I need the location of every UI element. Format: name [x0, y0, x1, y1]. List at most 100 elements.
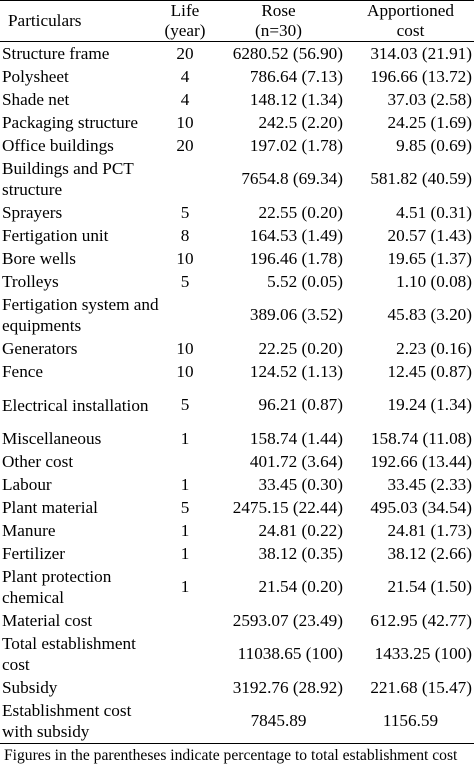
- cell-apportioned: 314.03 (21.91): [370, 43, 472, 63]
- cell-rose: 158.74 (1.44): [249, 428, 343, 448]
- table-row: Buildings and PCT structure 7654.8 (69.34…: [0, 157, 474, 201]
- cell-apportioned: 33.45 (2.33): [387, 474, 473, 494]
- cell-particulars: Fertigation system and equipments: [2, 295, 159, 335]
- cell-particulars: Manure: [2, 521, 56, 540]
- cell-particulars: Total establishment cost: [2, 634, 136, 674]
- table-row: Subsidy 3192.76 (28.92) 221.68 (15.47): [0, 676, 474, 699]
- cell-rose: 7845.89: [250, 711, 307, 730]
- cell-rose: 22.55 (0.20): [258, 202, 344, 222]
- cell-life: 10: [176, 248, 194, 268]
- cell-life: [160, 676, 210, 699]
- cell-life: [160, 157, 210, 201]
- cell-rose: 11038.65 (100): [237, 644, 343, 663]
- cell-particulars: Structure frame: [2, 44, 110, 63]
- cell-apportioned: 1433.25 (100): [374, 644, 472, 663]
- table-row: Fertigation system and equipments 389.06 …: [0, 293, 474, 337]
- cell-apportioned: 38.12 (2.66): [387, 543, 473, 563]
- table-row: Miscellaneous 1 158.74 (1.44) 158.74 (11.08…: [0, 427, 474, 450]
- cell-apportioned: 1156.59: [382, 711, 439, 730]
- cell-apportioned: 4.51 (0.31): [396, 202, 472, 222]
- cell-rose: 197.02 (1.78): [249, 135, 343, 155]
- cell-life: 10: [176, 338, 194, 358]
- cell-life: 10: [176, 361, 194, 381]
- cell-particulars: Buildings and PCT structure: [2, 159, 134, 199]
- cell-particulars: Plant material: [2, 498, 98, 517]
- footnote: Figures in the parentheses indicate perc…: [4, 747, 458, 764]
- table-row: Plant protection chemical 1 21.54 (0.20) 21…: [0, 565, 474, 609]
- cell-life: 4: [180, 66, 190, 86]
- cell-particulars: Material cost: [2, 611, 93, 630]
- cell-rose: 38.12 (0.35): [258, 543, 344, 563]
- table-row: Structure frame 20 6280.52 (56.90) 314.03 (…: [0, 42, 474, 66]
- cell-particulars: Sprayers: [2, 203, 63, 222]
- cell-particulars: Establishment cost with subsidy: [2, 701, 132, 741]
- cell-life: [160, 450, 210, 473]
- cell-rose: 124.52 (1.13): [249, 361, 343, 381]
- header-apportioned-line2: cost: [396, 21, 425, 40]
- cell-rose: 401.72 (3.64): [249, 451, 343, 471]
- table-body: Structure frame 20 6280.52 (56.90) 314.03 (…: [0, 42, 474, 744]
- cell-particulars: Fertilizer: [2, 544, 65, 563]
- cell-particulars: Miscellaneous: [2, 429, 102, 448]
- cell-life: 1: [180, 577, 190, 596]
- cell-particulars: Fertigation unit: [2, 226, 109, 245]
- cell-life: 4: [180, 89, 190, 109]
- cell-life: 20: [176, 135, 194, 155]
- cell-particulars: Fence: [2, 362, 44, 381]
- table-row: Office buildings 20 197.02 (1.78) 9.85 (0.6…: [0, 134, 474, 157]
- table-row: Labour 1 33.45 (0.30) 33.45 (2.33): [0, 473, 474, 496]
- table-row: Trolleys 5 5.52 (0.05) 1.10 (0.08): [0, 270, 474, 293]
- header-life-line2: (year): [164, 21, 206, 40]
- cell-rose: 148.12 (1.34): [249, 89, 343, 109]
- table-row: Bore wells 10 196.46 (1.78) 19.65 (1.37): [0, 247, 474, 270]
- cell-rose: 196.46 (1.78): [249, 248, 343, 268]
- cell-rose: 96.21 (0.87): [258, 395, 344, 414]
- table-row: Packaging structure 10 242.5 (2.20) 24.25 (…: [0, 111, 474, 134]
- cell-life: 1: [180, 474, 190, 494]
- table-row: Polysheet 4 786.64 (7.13) 196.66 (13.72): [0, 65, 474, 88]
- cell-apportioned: 221.68 (15.47): [370, 677, 472, 697]
- table-row: Plant material 5 2475.15 (22.44) 495.03 (34…: [0, 496, 474, 519]
- header-rose: Rose (n=30): [210, 1, 347, 42]
- cell-apportioned: 24.25 (1.69): [387, 112, 473, 132]
- cell-particulars: Plant protection chemical: [2, 567, 112, 607]
- cell-apportioned: 196.66 (13.72): [370, 66, 472, 86]
- cell-apportioned: 1.10 (0.08): [396, 271, 472, 291]
- cell-particulars: Subsidy: [2, 678, 58, 697]
- table-row: Establishment cost with subsidy 7845.89 11…: [0, 699, 474, 744]
- table-row: Material cost 2593.07 (23.49) 612.95 (42.7…: [0, 609, 474, 632]
- table-row: Fertilizer 1 38.12 (0.35) 38.12 (2.66): [0, 542, 474, 565]
- cell-apportioned: 192.66 (13.44): [370, 451, 472, 471]
- header-rose-line2: (n=30): [255, 21, 302, 40]
- cell-apportioned: 24.81 (1.73): [387, 520, 473, 540]
- cell-life: 1: [180, 543, 190, 563]
- table-row: Manure 1 24.81 (0.22) 24.81 (1.73): [0, 519, 474, 542]
- header-apportioned: Apportioned cost: [347, 1, 474, 42]
- cell-apportioned: 12.45 (0.87): [387, 361, 473, 381]
- cell-life: 5: [180, 395, 190, 414]
- table-row: Total establishment cost 11038.65 (100) 14…: [0, 632, 474, 676]
- table-row: Generators 10 22.25 (0.20) 2.23 (0.16): [0, 337, 474, 360]
- cell-apportioned: 21.54 (1.50): [387, 577, 473, 596]
- cell-life: 5: [180, 497, 190, 517]
- header-apportioned-line1: Apportioned: [367, 1, 454, 20]
- cell-life: [160, 293, 210, 337]
- table-row: Other cost 401.72 (3.64) 192.66 (13.44): [0, 450, 474, 473]
- cell-rose: 7654.8 (69.34): [241, 169, 343, 188]
- cell-particulars: Shade net: [2, 90, 70, 109]
- cell-rose: 5.52 (0.05): [267, 271, 343, 291]
- cost-table: Particulars Life (year) Rose (n=30) Appo…: [0, 0, 474, 744]
- header-life: Life (year): [160, 1, 210, 42]
- cell-rose: 786.64 (7.13): [249, 66, 343, 86]
- cell-apportioned: 158.74 (11.08): [370, 428, 472, 448]
- cell-life: 1: [180, 428, 190, 448]
- table-row: Sprayers 5 22.55 (0.20) 4.51 (0.31): [0, 201, 474, 224]
- cell-apportioned: 45.83 (3.20): [387, 305, 473, 324]
- cell-rose: 164.53 (1.49): [249, 225, 343, 245]
- cell-particulars: Electrical installation: [2, 395, 149, 415]
- cell-rose: 6280.52 (56.90): [232, 43, 343, 63]
- cell-apportioned: 495.03 (34.54): [370, 497, 472, 517]
- cell-life: 10: [176, 112, 194, 132]
- header-rose-line1: Rose: [261, 1, 296, 20]
